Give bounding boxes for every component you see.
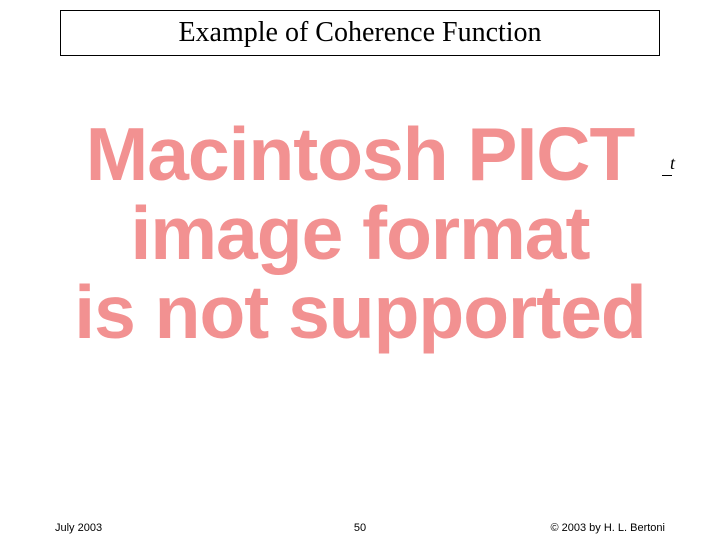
title-box: Example of Coherence Function xyxy=(60,10,660,56)
slide-title: Example of Coherence Function xyxy=(61,17,659,49)
pict-line-3: is not supported xyxy=(20,273,700,352)
variable-t-label: t xyxy=(670,153,675,174)
axis-tick-icon xyxy=(662,175,672,176)
pict-line-2: image format xyxy=(20,194,700,273)
slide: Example of Coherence Function Macintosh … xyxy=(0,0,720,540)
pict-line-1: Macintosh PICT xyxy=(20,115,700,194)
footer-copyright: © 2003 by H. L. Bertoni xyxy=(550,522,665,534)
pict-unsupported-message: Macintosh PICT image format is not suppo… xyxy=(20,115,700,351)
